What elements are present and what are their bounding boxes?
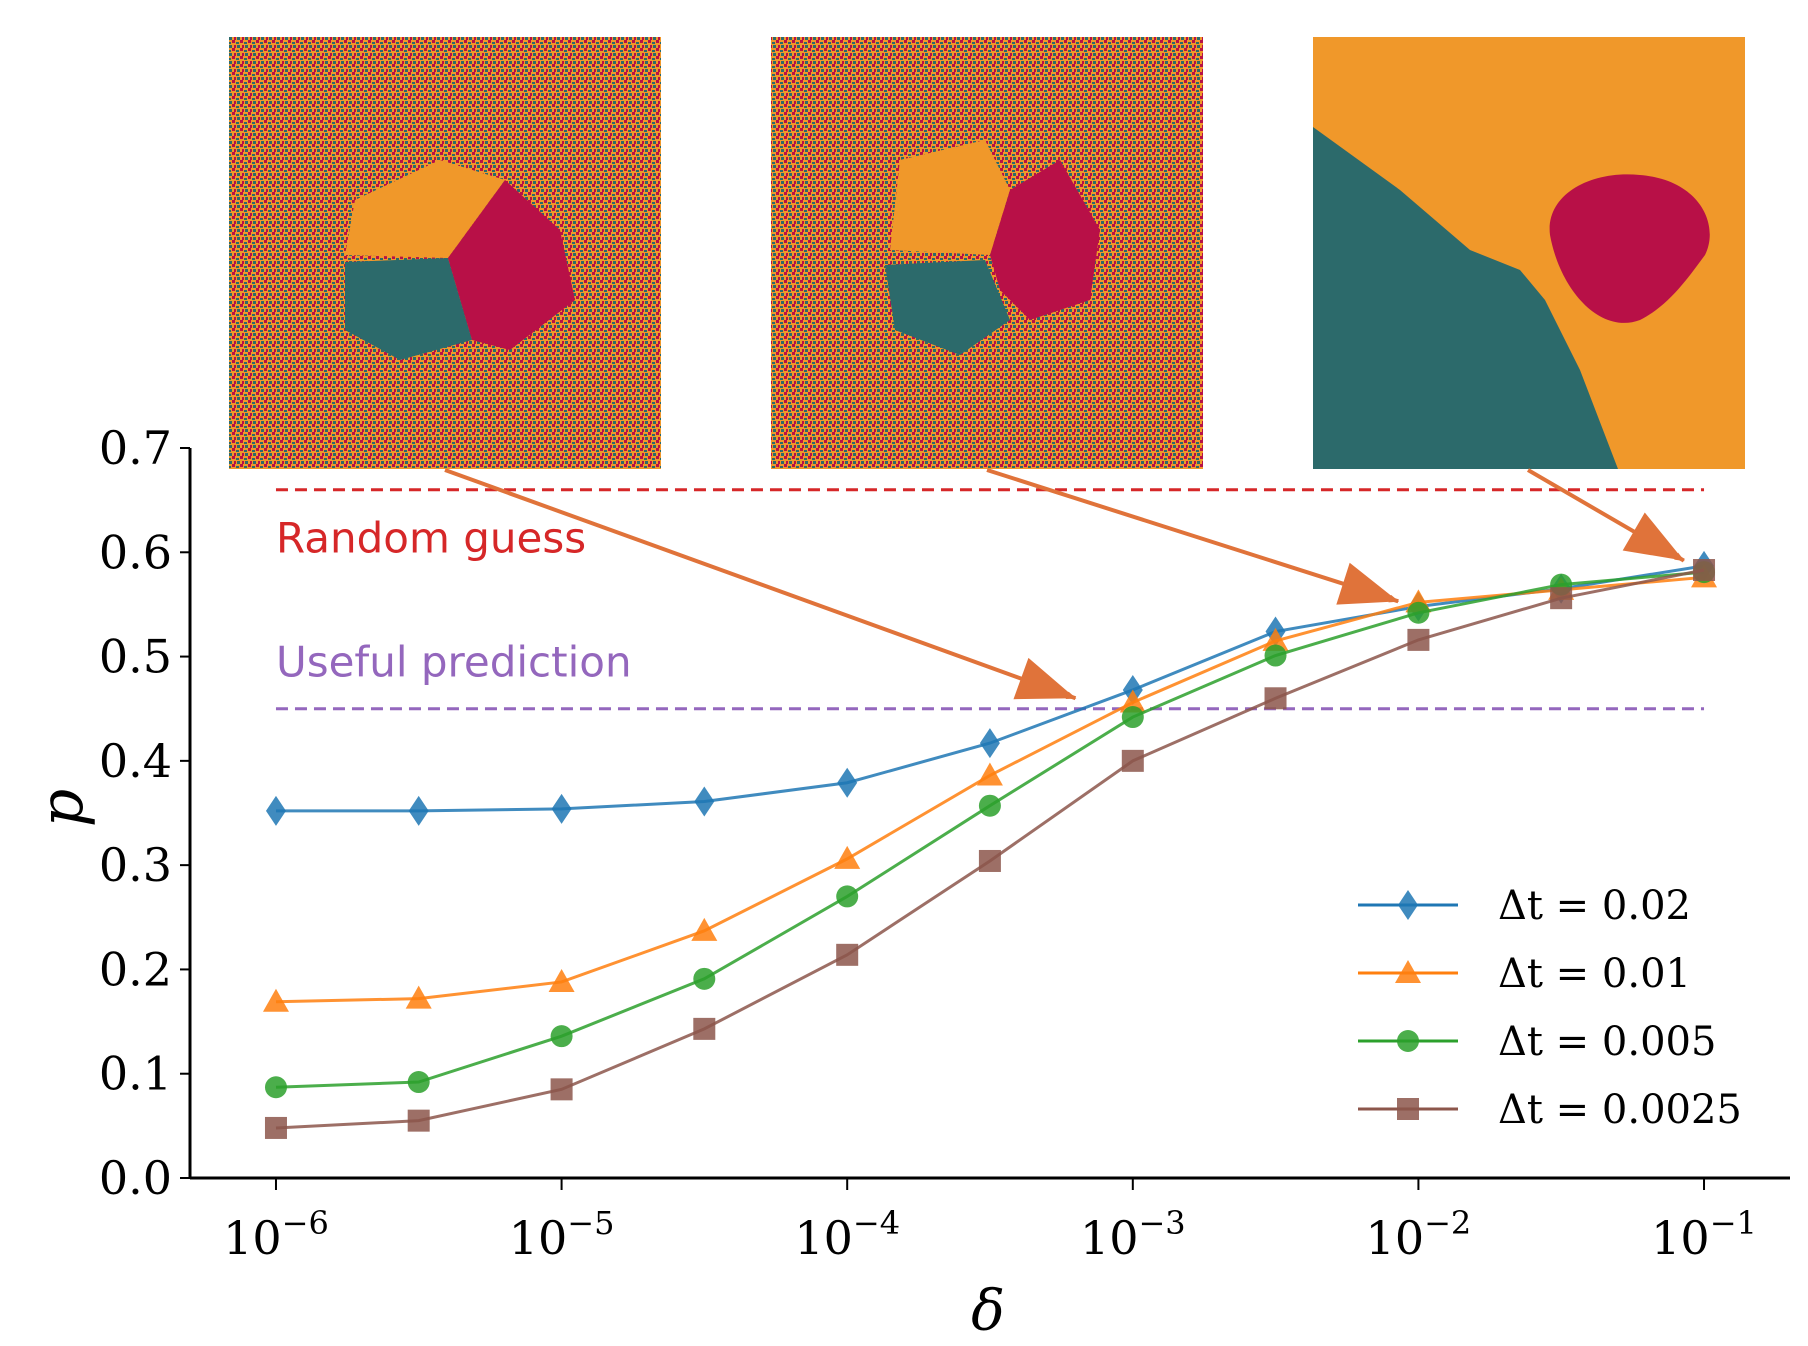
data-point	[837, 767, 858, 798]
data-point	[1550, 587, 1573, 610]
data-point	[551, 793, 572, 824]
x-tick-label: 10−5	[509, 1204, 615, 1265]
legend-label: Δt = 0.005	[1498, 1019, 1716, 1065]
legend-item: Δt = 0.02	[1358, 883, 1691, 929]
inset-arrow	[444, 468, 1077, 701]
random-guess-label: Random guess	[276, 514, 586, 563]
legend-label: Δt = 0.02	[1498, 883, 1691, 929]
x-tick-label: 10−2	[1366, 1204, 1472, 1265]
data-point	[1264, 644, 1287, 667]
data-point	[1262, 627, 1289, 651]
inset-image-2	[771, 37, 1203, 469]
data-point	[836, 885, 859, 908]
data-point	[978, 794, 1001, 817]
y-axis-label: p	[27, 789, 97, 827]
inset-image-3	[1313, 37, 1745, 469]
y-tick-label: 0.1	[99, 1047, 172, 1101]
data-point	[407, 1109, 430, 1132]
data-point	[1693, 559, 1716, 582]
data-point	[262, 988, 289, 1012]
x-tick-label: 10−4	[794, 1204, 900, 1265]
data-point	[834, 845, 861, 869]
data-point	[691, 917, 718, 941]
legend: Δt = 0.02 Δt = 0.01 Δt = 0.005 Δt = 0.0025	[1358, 883, 1742, 1133]
y-tick-label: 0.2	[99, 942, 172, 996]
data-point	[836, 943, 859, 966]
data-point	[264, 1116, 287, 1139]
data-point	[264, 1076, 287, 1099]
legend-label: Δt = 0.01	[1498, 951, 1691, 997]
y-tick-label: 0.3	[99, 838, 172, 892]
x-tick-label: 10−6	[223, 1204, 329, 1265]
data-point	[407, 1071, 430, 1094]
y-tick-label: 0.0	[99, 1151, 172, 1205]
data-point	[978, 849, 1001, 872]
y-tick-label: 0.6	[99, 525, 172, 579]
legend-marker	[1397, 1098, 1419, 1120]
legend-item: Δt = 0.01	[1358, 951, 1691, 997]
inset-arrow-head	[1336, 562, 1399, 605]
data-point	[548, 968, 575, 992]
data-point	[1119, 689, 1146, 713]
useful-prediction-label: Useful prediction	[276, 638, 632, 687]
y-tick-label: 0.4	[99, 734, 172, 788]
x-tick-label: 10−3	[1080, 1204, 1186, 1265]
legend-item: Δt = 0.0025	[1358, 1087, 1742, 1133]
x-axis-label: δ	[971, 1279, 1005, 1344]
data-point	[1407, 601, 1430, 624]
inset-image-1	[229, 37, 661, 469]
y-tick-label: 0.5	[99, 630, 172, 684]
data-point	[1407, 628, 1430, 651]
inset-arrow	[986, 468, 1400, 604]
data-point	[405, 985, 432, 1009]
data-point	[550, 1078, 573, 1101]
legend-marker	[1397, 1030, 1419, 1052]
legend-label: Δt = 0.0025	[1498, 1087, 1742, 1133]
data-point	[979, 728, 1000, 759]
legend-marker	[1398, 890, 1418, 920]
data-point	[265, 795, 286, 826]
inset-arrow-head	[1013, 657, 1076, 700]
data-point	[1121, 749, 1144, 772]
legend-item: Δt = 0.005	[1358, 1019, 1716, 1065]
x-tick-label: 10−1	[1651, 1204, 1757, 1265]
legend-marker	[1395, 960, 1421, 983]
inset-arrow-head	[1622, 512, 1684, 561]
data-point	[1264, 687, 1287, 710]
data-point	[693, 1017, 716, 1040]
data-point	[693, 967, 716, 990]
data-point	[694, 786, 715, 817]
series-4	[264, 559, 1716, 1139]
y-tick-label: 0.7	[99, 421, 172, 475]
data-point	[976, 762, 1003, 786]
data-point	[1121, 706, 1144, 729]
series-2	[262, 564, 1718, 1012]
data-point	[408, 795, 429, 826]
data-point	[550, 1025, 573, 1048]
